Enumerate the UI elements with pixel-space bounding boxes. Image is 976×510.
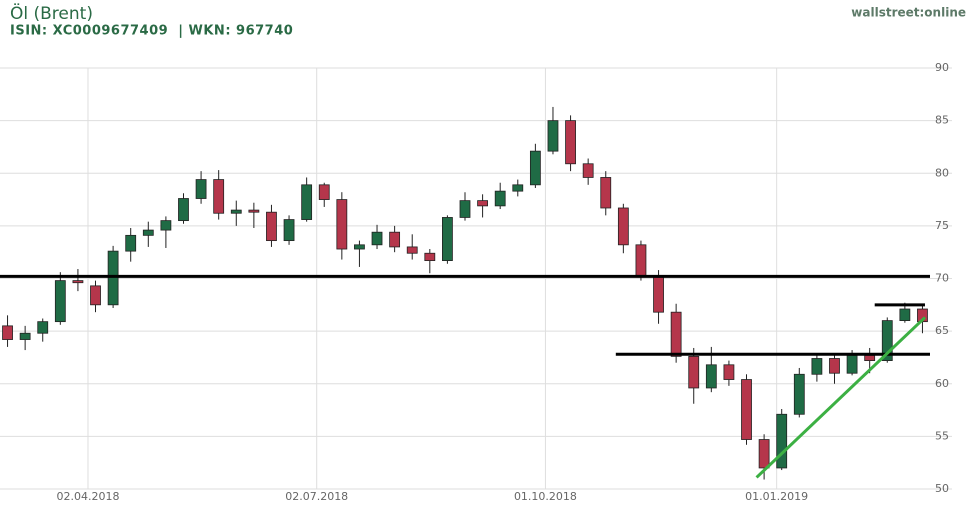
candle-body: [248, 209, 260, 213]
y-tick-label: 70: [935, 272, 949, 285]
candle-body: [230, 209, 242, 214]
x-tick-label: 01.01.2019: [745, 490, 808, 503]
candle-body: [283, 219, 295, 242]
candle-body: [829, 358, 840, 374]
y-tick-label: 90: [935, 61, 949, 74]
candle-body: [846, 354, 858, 374]
candle-body: [776, 413, 788, 469]
candle-body: [758, 439, 770, 469]
chart-subtitle: ISIN: XC0009677409 | WKN: 967740: [10, 24, 293, 39]
candle-body: [442, 217, 453, 262]
y-tick-label: 50: [935, 482, 949, 495]
x-tick-label: 02.07.2018: [285, 490, 348, 503]
candle-body: [617, 207, 629, 246]
candle-body: [635, 244, 647, 277]
candle-body: [195, 179, 207, 199]
candle-body: [899, 308, 911, 321]
candle-body: [266, 211, 277, 242]
candle-body: [741, 379, 752, 440]
candle-body: [178, 198, 189, 222]
candle-body: [600, 177, 612, 209]
candle-body: [512, 184, 524, 192]
y-tick-label: 75: [935, 219, 949, 232]
brand-logo: wallstreet:online: [851, 6, 966, 20]
candle-body: [72, 280, 84, 284]
y-tick-label: 65: [935, 324, 949, 337]
candle-body: [582, 163, 594, 178]
candle-body: [37, 321, 49, 334]
candle-body: [494, 190, 506, 207]
candle-body: [142, 229, 154, 236]
x-tick-label: 02.04.2018: [56, 490, 119, 503]
candle-body: [125, 234, 137, 252]
candle-body: [54, 280, 66, 323]
y-tick-label: 80: [935, 166, 949, 179]
candle-body: [864, 354, 876, 361]
candle-body: [389, 231, 401, 248]
candle-body: [90, 285, 101, 306]
candle-body: [19, 332, 31, 340]
candle-body: [670, 311, 682, 357]
candle-body: [213, 179, 225, 214]
candle-body: [477, 200, 488, 207]
y-tick-label: 60: [935, 377, 949, 390]
candle-body: [406, 246, 418, 254]
candle-body: [371, 231, 383, 246]
candle-body: [723, 364, 735, 380]
candle-body: [107, 250, 119, 306]
x-tick-label: 01.10.2018: [514, 490, 577, 503]
candle-body: [811, 358, 823, 375]
candle-body: [318, 184, 330, 200]
candle-body: [160, 220, 172, 231]
candle-body: [881, 320, 893, 361]
candle-body: [705, 364, 717, 389]
candle-body: [653, 275, 664, 313]
y-tick-label: 85: [935, 114, 949, 127]
candle-body: [688, 355, 700, 389]
candle-body: [793, 373, 805, 415]
candle-body: [459, 200, 471, 218]
chart-title: Öl (Brent): [10, 2, 93, 24]
candle-body: [2, 325, 13, 340]
candle-body: [336, 199, 348, 250]
candle-body: [565, 120, 576, 165]
candle-body: [424, 252, 436, 262]
candle-body: [547, 120, 559, 152]
candle-body: [529, 150, 541, 186]
candle-body: [301, 184, 313, 220]
candle-body: [354, 244, 365, 250]
trend-line: [755, 316, 927, 479]
y-tick-label: 55: [935, 429, 949, 442]
